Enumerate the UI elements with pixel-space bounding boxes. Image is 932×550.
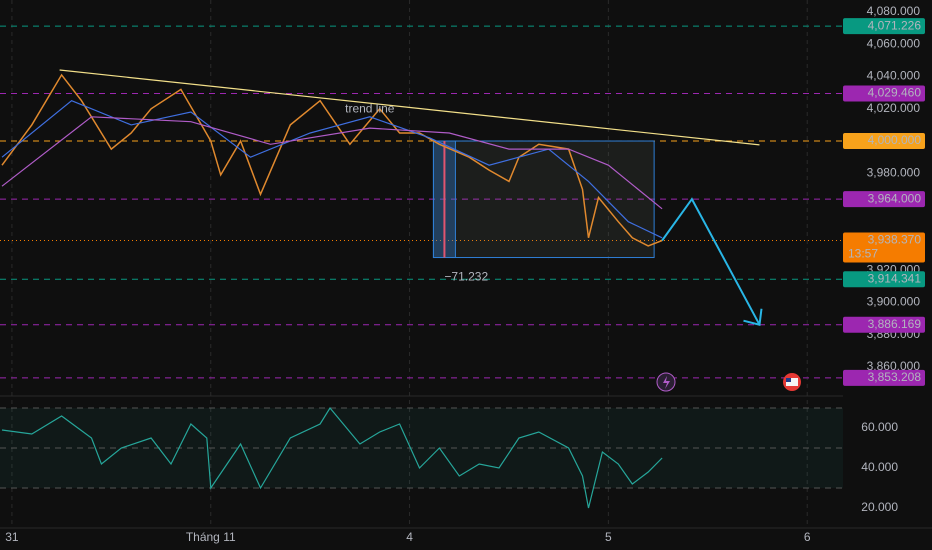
x-tick-label: 4 bbox=[406, 530, 413, 544]
rsi-tick-label: 60.000 bbox=[861, 420, 898, 434]
flag-icon[interactable] bbox=[783, 373, 801, 391]
level-label: 3,964.000 bbox=[868, 191, 922, 205]
level-label: 4,071.226 bbox=[868, 18, 922, 32]
y-tick-label: 3,980.000 bbox=[867, 165, 921, 179]
x-tick-label: 5 bbox=[605, 530, 612, 544]
x-tick-label: Tháng 11 bbox=[186, 530, 236, 544]
trend-line bbox=[59, 69, 760, 146]
y-tick-label: 4,080.000 bbox=[867, 4, 921, 18]
y-tick-label: 4,060.000 bbox=[867, 36, 921, 50]
trend-line-label: trend line bbox=[345, 101, 395, 115]
level-label-box bbox=[843, 85, 925, 102]
level-label: 4,000.000 bbox=[868, 133, 922, 147]
price-line bbox=[1, 100, 663, 239]
level-label-box bbox=[843, 191, 925, 208]
level-label: 4,029.460 bbox=[868, 86, 922, 100]
y-tick-label: 3,900.000 bbox=[867, 295, 921, 309]
level-label-box bbox=[843, 232, 925, 263]
level-label: 3,886.169 bbox=[868, 317, 922, 331]
y-tick-label: 3,860.000 bbox=[867, 359, 921, 373]
price-line bbox=[1, 73, 663, 247]
rsi-tick-label: 20.000 bbox=[861, 500, 898, 514]
projection-arrow bbox=[661, 197, 761, 326]
level-countdown: 13:57 bbox=[848, 247, 878, 261]
price-line bbox=[1, 116, 663, 210]
range-box bbox=[432, 140, 655, 259]
level-label-box bbox=[843, 369, 925, 386]
x-tick-label: 31 bbox=[5, 530, 19, 544]
level-label: 3,914.341 bbox=[868, 271, 922, 285]
level-label-box bbox=[843, 316, 925, 333]
projection-arrowhead bbox=[743, 308, 763, 326]
rsi-line bbox=[1, 406, 663, 509]
rsi-tick-label: 40.000 bbox=[861, 460, 898, 474]
level-label-box bbox=[843, 133, 925, 150]
level-label: 3,938.370 bbox=[868, 233, 922, 247]
lightning-icon[interactable] bbox=[656, 372, 676, 392]
range-change-label: −71.232 bbox=[444, 270, 488, 284]
level-label-box bbox=[843, 18, 925, 35]
y-tick-label: 4,040.000 bbox=[867, 69, 921, 83]
level-label-box bbox=[843, 271, 925, 288]
x-tick-label: 6 bbox=[804, 530, 811, 544]
y-tick-label: 4,020.000 bbox=[867, 101, 921, 115]
level-label: 3,853.208 bbox=[868, 370, 922, 384]
